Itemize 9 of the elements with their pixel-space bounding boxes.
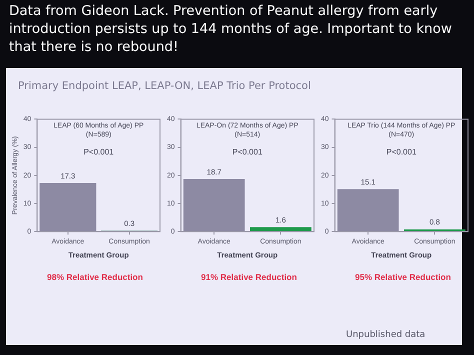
- annotation: P<0.001: [84, 147, 114, 156]
- text: Data from Gideon Lack. Prevention of Peanut allergy from early introduction persists up to 144 months of age. Important to know that there is no rebound!: [9, 2, 453, 56]
- text: 98% Relative Reduction: [46, 272, 144, 282]
- annotation: P<0.001: [386, 147, 417, 156]
- annotation: P<0.001: [232, 147, 263, 156]
- text: Unpublished data: [346, 330, 426, 340]
- text: Primary Endpoint LEAP, LEAP-ON, LEAP Trio Per Protocol: [18, 80, 311, 92]
- text: 91% Relative Reduction: [200, 272, 298, 282]
- text: 95% Relative Reduction: [354, 272, 452, 282]
